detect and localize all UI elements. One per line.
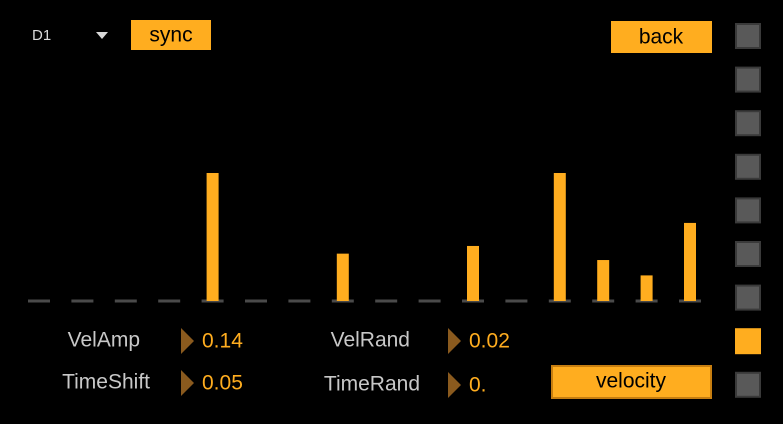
param-value[interactable]: 0.05 <box>202 372 243 395</box>
step-bar[interactable] <box>684 222 696 301</box>
side-buttons <box>735 23 761 398</box>
side-button[interactable] <box>735 371 761 398</box>
mode-button[interactable]: velocity <box>551 365 712 399</box>
step-bar[interactable] <box>640 275 653 301</box>
param-value[interactable]: 0.02 <box>469 330 510 353</box>
side-button[interactable] <box>735 241 761 267</box>
step-baseline <box>505 299 528 303</box>
side-button[interactable] <box>735 66 761 93</box>
back-button-label[interactable]: back <box>639 26 684 49</box>
param-arrow[interactable] <box>181 370 194 396</box>
param-label: TimeShift <box>62 371 150 394</box>
side-button[interactable] <box>735 328 761 355</box>
side-button[interactable] <box>735 197 761 224</box>
sync-button-bg[interactable] <box>131 20 211 50</box>
param-value[interactable]: 0. <box>469 374 487 397</box>
step-baseline <box>288 299 311 303</box>
step-sequencer[interactable] <box>28 173 701 303</box>
step-bar[interactable] <box>597 260 610 301</box>
step-baseline <box>418 299 441 303</box>
step-bar[interactable] <box>336 253 349 301</box>
step-baseline <box>245 299 267 303</box>
param-label: TimeRand <box>324 373 420 396</box>
param-arrow[interactable] <box>448 372 461 398</box>
side-button[interactable] <box>735 110 761 137</box>
back-button-bg[interactable] <box>611 21 712 53</box>
step-baseline <box>114 299 137 303</box>
param-value[interactable]: 0.14 <box>202 330 243 353</box>
mode-button-label[interactable]: velocity <box>596 370 667 393</box>
step-bar[interactable] <box>467 245 479 301</box>
param-label: VelRand <box>331 329 410 352</box>
step-baseline <box>375 299 398 303</box>
sync-button[interactable]: sync <box>131 20 211 50</box>
preset-label[interactable]: D1 <box>32 27 51 44</box>
step-baseline <box>71 299 94 303</box>
step-baseline <box>28 299 50 303</box>
step-bar[interactable] <box>553 173 566 301</box>
parameters: VelAmp 0.14 VelRand 0.02 TimeShift 0.05 TimeRa… <box>62 328 510 398</box>
side-button[interactable] <box>735 284 761 311</box>
step-baseline <box>158 299 181 303</box>
param-arrow[interactable] <box>448 328 461 354</box>
side-button[interactable] <box>735 153 761 180</box>
step-bar[interactable] <box>206 173 219 301</box>
dropdown-arrow[interactable] <box>96 32 108 39</box>
side-button[interactable] <box>735 23 761 49</box>
param-label: VelAmp <box>68 329 140 352</box>
mode-button-bg[interactable] <box>551 365 712 399</box>
back-button[interactable]: back <box>611 21 712 53</box>
sync-button-label[interactable]: sync <box>149 24 192 47</box>
param-arrow[interactable] <box>181 328 194 354</box>
